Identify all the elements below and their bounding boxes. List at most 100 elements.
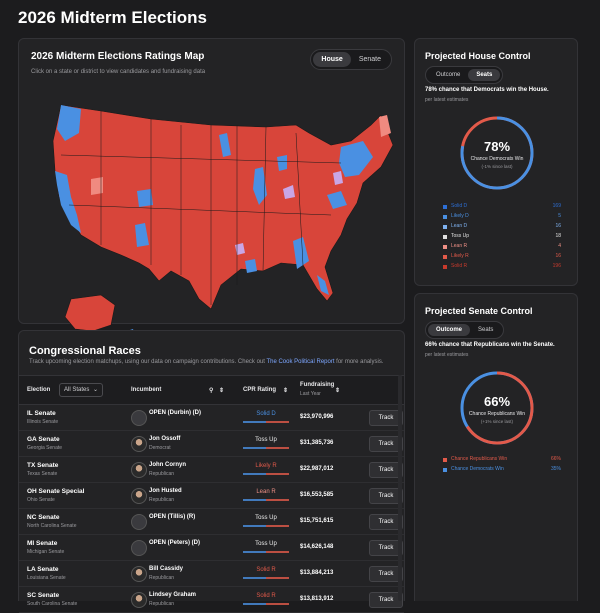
- district-blue-northeast[interactable]: [339, 141, 373, 177]
- state-filter-select[interactable]: All States ⌄: [59, 383, 103, 397]
- rating-bar: [243, 525, 289, 527]
- race-state: Ohio Senate: [27, 497, 55, 503]
- fundraising-amount: $13,884,213: [300, 570, 334, 576]
- header-incumbent[interactable]: Incumbent: [131, 387, 162, 393]
- senate-headline: 66% chance that Republicans win the Sena…: [425, 342, 555, 348]
- incumbent-party: Democrat: [149, 445, 171, 451]
- cpr-rating: Toss Up: [255, 541, 277, 547]
- incumbent-name: OPEN (Peters) (D): [149, 540, 201, 546]
- district-lean-r-maine[interactable]: [379, 115, 391, 137]
- races-title: Congressional Races: [29, 345, 141, 357]
- race-name[interactable]: LA Senate: [27, 566, 59, 573]
- rating-bar: [243, 499, 289, 501]
- legend-swatch: [443, 215, 447, 219]
- district-blue-virginia[interactable]: [327, 191, 347, 209]
- legend-swatch: [443, 245, 447, 249]
- track-button[interactable]: Track: [369, 410, 403, 426]
- fundraising-amount: $31,385,736: [300, 440, 334, 446]
- senate-donut-change: (+1% since last): [480, 419, 514, 424]
- header-cpr-rating[interactable]: CPR Rating: [243, 387, 276, 393]
- header-election[interactable]: Election: [27, 387, 51, 393]
- cook-report-link[interactable]: The Cook Political Report: [266, 359, 335, 365]
- map-chamber-toggle: House Senate: [310, 49, 392, 70]
- race-name[interactable]: GA Senate: [27, 436, 60, 443]
- sort-icon[interactable]: ⇕: [219, 388, 225, 394]
- district-blue-louisiana[interactable]: [245, 259, 257, 273]
- track-button[interactable]: Track: [369, 462, 403, 478]
- race-name[interactable]: NC Senate: [27, 514, 60, 521]
- avatar: [131, 488, 147, 504]
- district-blue-california[interactable]: [55, 171, 81, 233]
- race-name[interactable]: MI Senate: [27, 540, 58, 547]
- table-row[interactable]: NC Senate North Carolina Senate OPEN (Till…: [19, 509, 404, 535]
- track-button[interactable]: Track: [369, 436, 403, 452]
- legend-item: Chance Republicans Win 66%: [443, 456, 561, 465]
- rating-bar: [243, 577, 289, 579]
- table-row[interactable]: TX Senate Texas Senate John Cornyn Republic…: [19, 457, 404, 483]
- district-tossup-east[interactable]: [283, 185, 295, 199]
- sort-icon[interactable]: ⇕: [335, 388, 341, 394]
- table-row[interactable]: GA Senate Georgia Senate Jon Ossoff Democra…: [19, 431, 404, 457]
- track-button[interactable]: Track: [369, 540, 403, 556]
- avatar: [131, 592, 147, 608]
- table-row[interactable]: MI Senate Michigan Senate OPEN (Peters) (D…: [19, 535, 404, 561]
- table-row[interactable]: IL Senate Illinois Senate OPEN (Durbin) (D…: [19, 405, 404, 431]
- open-seat-icon: [131, 514, 147, 530]
- races-scrollbar[interactable]: [398, 375, 402, 601]
- district-blue-atlanta[interactable]: [293, 237, 309, 269]
- table-row[interactable]: LA Senate Louisiana Senate Bill Cassidy Rep…: [19, 561, 404, 587]
- district-blue-michigan[interactable]: [277, 155, 287, 171]
- race-name[interactable]: TX Senate: [27, 462, 59, 469]
- map-alaska[interactable]: [64, 294, 116, 332]
- house-donut-change: (-1% since last): [481, 164, 513, 169]
- race-state: Texas Senate: [27, 471, 58, 477]
- track-button[interactable]: Track: [369, 566, 403, 582]
- district-lean-r-west[interactable]: [91, 177, 103, 195]
- rating-bar: [243, 551, 289, 553]
- header-fundraising-sub: Last Year: [300, 391, 321, 397]
- senate-donut-chart: [460, 371, 534, 445]
- race-state: Georgia Senate: [27, 445, 63, 451]
- race-name[interactable]: OH Senate Special: [27, 488, 85, 495]
- races-table: Election All States ⌄ Incumbent ⚲ ⇕ CPR R…: [19, 375, 404, 613]
- house-toggle-outcome[interactable]: Outcome: [436, 72, 461, 78]
- district-blue-colorado[interactable]: [137, 189, 153, 207]
- track-button[interactable]: Track: [369, 514, 403, 530]
- legend-swatch: [443, 265, 447, 269]
- race-name[interactable]: IL Senate: [27, 410, 56, 417]
- table-row[interactable]: SC Senate South Carolina Senate Lindsey Gr…: [19, 587, 404, 613]
- fundraising-amount: $14,626,148: [300, 544, 334, 550]
- rating-bar: [243, 473, 289, 475]
- legend-label: Solid D: [451, 203, 468, 209]
- races-description-suffix: for more analysis.: [334, 359, 384, 365]
- senate-toggle-seats[interactable]: Seats: [478, 327, 494, 333]
- legend-item: Toss Up 18: [443, 233, 561, 242]
- district-blue-florida[interactable]: [317, 275, 329, 295]
- senate-donut-pct: 66%: [483, 394, 511, 409]
- header-fundraising[interactable]: Fundraising: [300, 382, 335, 388]
- races-table-body: IL Senate Illinois Senate OPEN (Durbin) (D…: [19, 405, 404, 613]
- district-blue-minnesota[interactable]: [219, 133, 231, 157]
- senate-toggle-outcome[interactable]: Outcome: [428, 324, 471, 336]
- toggle-senate[interactable]: Senate: [358, 56, 381, 63]
- legend-label: Lean D: [451, 223, 468, 229]
- toggle-house[interactable]: House: [313, 52, 351, 67]
- district-blue-pacific-northwest[interactable]: [57, 105, 81, 141]
- district-tossup-pa[interactable]: [333, 171, 343, 185]
- legend-swatch: [443, 458, 447, 462]
- us-district-map[interactable]: [41, 85, 401, 350]
- legend-label: Solid R: [451, 263, 468, 269]
- incumbent-party: Republican: [149, 601, 175, 607]
- legend-value: 196: [552, 263, 561, 269]
- search-icon[interactable]: ⚲: [209, 388, 214, 394]
- district-blue-illinois[interactable]: [253, 167, 267, 205]
- table-row[interactable]: OH Senate Special Ohio Senate Jon Husted Re…: [19, 483, 404, 509]
- race-name[interactable]: SC Senate: [27, 592, 60, 599]
- track-button[interactable]: Track: [369, 488, 403, 504]
- sort-icon[interactable]: ⇕: [283, 388, 289, 394]
- incumbent-name: Lindsey Graham: [149, 592, 197, 598]
- district-blue-new-mexico[interactable]: [135, 223, 149, 247]
- district-tossup-south[interactable]: [235, 243, 245, 255]
- house-toggle-seats[interactable]: Seats: [468, 69, 501, 81]
- legend-item: Likely R 16: [443, 253, 561, 262]
